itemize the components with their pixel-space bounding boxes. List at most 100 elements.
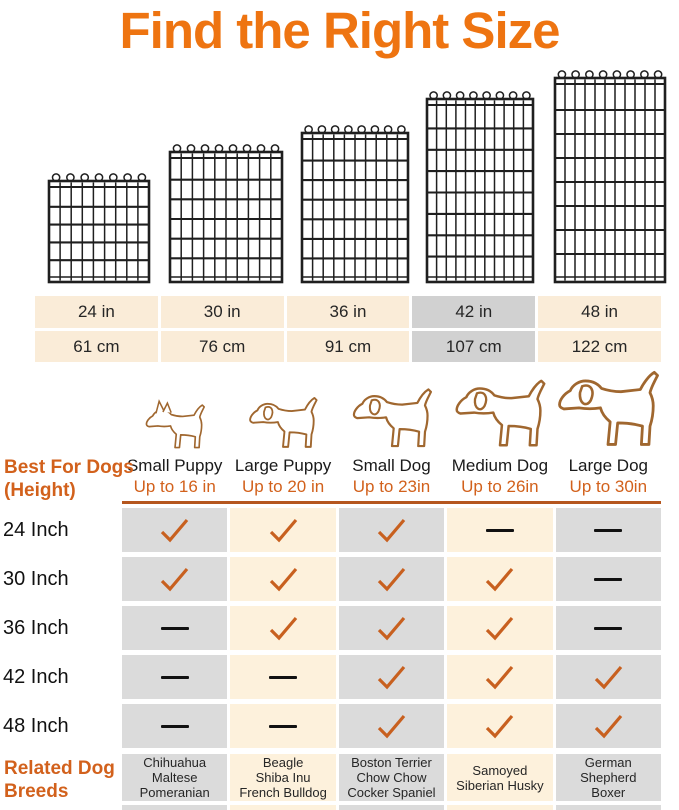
- size-cell-cm: 76 cm: [160, 331, 284, 362]
- matrix-row-label: 24 Inch: [3, 518, 69, 541]
- cutoff-cell: [122, 805, 228, 810]
- breed-names-text: German Shepherd Boxer: [580, 755, 637, 800]
- wire-panel-42in-icon: [423, 90, 537, 285]
- check-icon: [268, 615, 299, 641]
- dog-type-label: Medium Dog: [451, 456, 549, 475]
- cutoff-cell: [447, 805, 553, 810]
- matrix-cell: [555, 704, 661, 748]
- check-icon: [159, 517, 190, 543]
- check-icon: [268, 566, 299, 592]
- check-icon: [593, 664, 624, 690]
- matrix-cell: [338, 508, 445, 552]
- small-dog-outline-icon: [348, 376, 436, 452]
- check-icon: [159, 566, 190, 592]
- matrix-cell: [230, 704, 336, 748]
- dog-type-label: Small Dog: [352, 456, 431, 475]
- best-for-dogs-line1: Best For Dogs: [4, 457, 134, 478]
- matrix-row-label: 48 Inch: [3, 714, 69, 737]
- dash-icon: [594, 577, 623, 581]
- size-cell-inches: 42 in: [412, 296, 536, 328]
- chihuahua-outline-icon: [142, 394, 208, 452]
- large-puppy-outline-icon: [245, 386, 321, 452]
- dog-height-label: Up to 16 in: [133, 477, 216, 496]
- dog-type-label: Small Puppy: [126, 456, 223, 475]
- dog-type-label: Large Puppy: [234, 456, 332, 475]
- matrix-cell: [555, 508, 661, 552]
- dash-icon: [594, 626, 623, 630]
- breed-names-text: Beagle Shiba Inu French Bulldog: [239, 755, 327, 800]
- check-icon: [376, 517, 407, 543]
- check-icon: [484, 664, 515, 690]
- matrix-cell: [122, 606, 228, 650]
- related-breeds-header: Related Dog Breeds: [4, 757, 115, 803]
- matrix-cell: [230, 655, 336, 699]
- check-icon: [376, 566, 407, 592]
- divider-rule: [122, 501, 661, 504]
- matrix-cell: [447, 655, 553, 699]
- matrix-cell: [122, 508, 228, 552]
- size-cell-inches: 24 in: [35, 296, 158, 328]
- check-icon: [484, 713, 515, 739]
- wire-panel-24in-icon: [45, 172, 153, 285]
- dog-height-label: Up to 23in: [352, 477, 431, 496]
- check-icon: [593, 713, 624, 739]
- check-icon: [268, 517, 299, 543]
- matrix-cell: [447, 557, 553, 601]
- size-cell-inches: 30 in: [160, 296, 284, 328]
- dash-icon: [269, 675, 298, 679]
- best-for-dogs-line2: (Height): [4, 480, 76, 501]
- matrix-cell: [230, 557, 336, 601]
- check-icon: [376, 713, 407, 739]
- breeds-cell: Samoyed Siberian Husky: [447, 754, 553, 801]
- cutoff-cell: [230, 805, 336, 810]
- matrix-cell: [122, 557, 228, 601]
- dog-type-label: Large Dog: [568, 456, 648, 475]
- dash-icon: [269, 724, 298, 728]
- medium-dog-outline-icon: [450, 366, 550, 452]
- size-cell-inches: 48 in: [538, 296, 661, 328]
- size-cell-inches: 36 in: [286, 296, 410, 328]
- matrix-cell: [555, 606, 661, 650]
- best-for-dogs-header: Best For Dogs (Height): [4, 456, 134, 502]
- size-cell-cm: 91 cm: [286, 331, 410, 362]
- cutoff-cell: [555, 805, 661, 810]
- matrix-cell: [555, 557, 661, 601]
- matrix-cell: [338, 655, 445, 699]
- matrix-cell: [447, 704, 553, 748]
- breeds-cell: Beagle Shiba Inu French Bulldog: [230, 754, 336, 801]
- dog-height-label: Up to 30in: [569, 477, 648, 496]
- matrix-cell: [338, 704, 445, 748]
- dash-icon: [160, 675, 189, 679]
- size-cell-cm: 122 cm: [538, 331, 661, 362]
- matrix-row-label: 36 Inch: [3, 616, 69, 639]
- page-title: Find the Right Size: [119, 2, 561, 59]
- cutoff-cell: [338, 805, 445, 810]
- matrix-cell: [338, 557, 445, 601]
- wire-panel-48in-icon: [551, 69, 669, 285]
- dog-height-label: Up to 20 in: [241, 477, 325, 496]
- matrix-cell: [122, 655, 228, 699]
- dog-height-label: Up to 26in: [461, 477, 539, 496]
- check-icon: [484, 566, 515, 592]
- check-icon: [484, 615, 515, 641]
- related-breeds-line1: Related Dog: [4, 758, 115, 779]
- matrix-cell: [447, 508, 553, 552]
- matrix-cell: [555, 655, 661, 699]
- matrix-cell: [230, 606, 336, 650]
- matrix-cell: [122, 704, 228, 748]
- breed-names-text: Chihuahua Maltese Pomeranian: [139, 755, 210, 800]
- matrix-row-label: 30 Inch: [3, 567, 69, 590]
- size-cell-cm: 107 cm: [412, 331, 536, 362]
- dash-icon: [485, 528, 514, 532]
- matrix-cell: [338, 606, 445, 650]
- check-icon: [376, 664, 407, 690]
- wire-panel-36in-icon: [298, 124, 412, 285]
- check-icon: [376, 615, 407, 641]
- matrix-cell: [447, 606, 553, 650]
- matrix-cell: [230, 508, 336, 552]
- related-breeds-line2: Breeds: [4, 781, 69, 802]
- breeds-cell: Chihuahua Maltese Pomeranian: [122, 754, 228, 801]
- matrix-row-label: 42 Inch: [3, 665, 69, 688]
- wire-panel-30in-icon: [166, 143, 286, 285]
